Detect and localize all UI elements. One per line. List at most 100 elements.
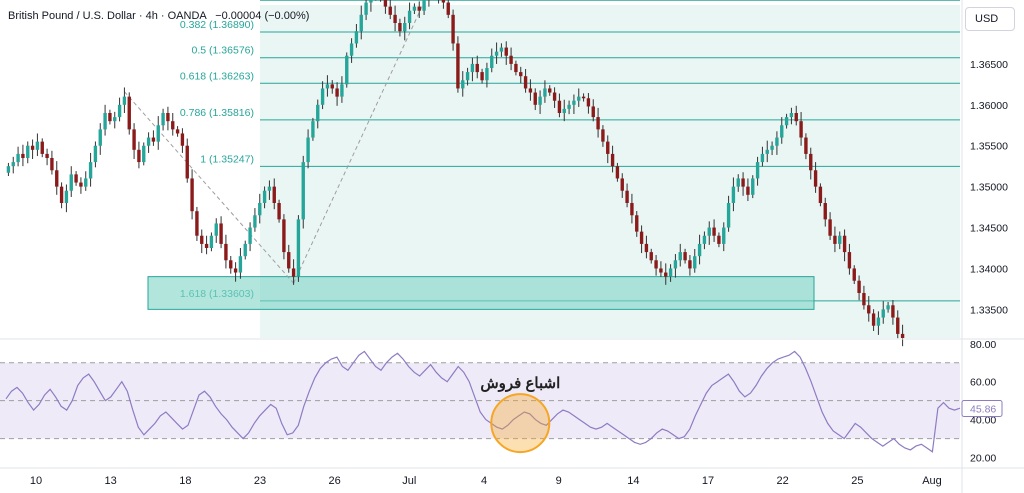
bear-candle	[683, 252, 687, 261]
rsi-tick-label: 60.00	[970, 377, 996, 389]
bear-candle	[190, 178, 194, 212]
bull-candle	[412, 6, 417, 11]
oversold-highlight[interactable]	[490, 393, 551, 454]
bear-candle	[644, 243, 649, 253]
bear-candle	[330, 84, 334, 89]
bear-candle	[552, 92, 557, 101]
bear-candle	[272, 186, 276, 203]
bear-candle	[862, 293, 866, 306]
bear-candle	[195, 211, 199, 236]
bull-candle	[726, 203, 731, 228]
bear-candle	[446, 2, 450, 15]
bull-candle	[262, 190, 267, 203]
bear-candle	[180, 133, 185, 146]
bear-candle	[664, 272, 668, 277]
bull-candle	[325, 84, 330, 89]
rsi-tick-label: 80.00	[970, 339, 996, 351]
time-tick-label: 4	[481, 475, 487, 487]
bear-candle	[635, 215, 639, 232]
bull-candle	[543, 88, 547, 97]
bear-candle	[55, 170, 59, 187]
support-zone[interactable]	[147, 276, 815, 310]
bear-candle	[852, 268, 856, 281]
interval[interactable]: 4h	[145, 10, 158, 22]
bull-candle	[775, 137, 779, 146]
bear-candle	[480, 72, 484, 81]
bull-candle	[146, 137, 151, 146]
bear-candle	[630, 203, 634, 216]
bear-candle	[171, 121, 175, 130]
bear-candle	[688, 260, 692, 269]
bear-candle	[282, 219, 286, 253]
bull-candle	[209, 235, 214, 248]
bull-candle	[562, 108, 566, 113]
price-change: −0.00004 (−0.00%)	[215, 10, 310, 22]
bear-candle	[741, 178, 745, 187]
bear-candle	[649, 252, 653, 261]
bull-candle	[780, 125, 784, 138]
bear-candle	[45, 153, 49, 158]
bull-candle	[765, 149, 769, 154]
bear-candle	[799, 121, 803, 138]
bull-candle	[161, 113, 165, 126]
bull-candle	[770, 145, 774, 150]
bear-candle	[50, 158, 54, 171]
bull-candle	[311, 121, 315, 138]
bull-candle	[84, 178, 88, 187]
bear-candle	[596, 117, 600, 130]
bull-candle	[567, 104, 571, 109]
bear-candle	[277, 203, 281, 220]
bull-candle	[238, 256, 243, 273]
time-tick-label: 23	[254, 475, 266, 487]
bear-candle	[383, 0, 388, 7]
symbol-name[interactable]: British Pound / U.S. Dollar	[8, 10, 136, 22]
bull-candle	[678, 252, 682, 261]
bull-candle	[156, 125, 160, 142]
bull-candle	[755, 162, 760, 179]
data-source: OANDA	[167, 10, 207, 22]
bull-candle	[6, 166, 11, 173]
bear-candle	[620, 178, 624, 191]
bear-candle	[809, 153, 813, 171]
bear-candle	[219, 223, 223, 244]
fib-level-label: 0.382 (1.36890)	[180, 19, 254, 31]
bear-candle	[610, 153, 615, 167]
bear-candle	[30, 145, 35, 150]
fib-level-label: 0.618 (1.36263)	[180, 70, 254, 82]
time-tick-label: 17	[702, 475, 714, 487]
bull-candle	[760, 153, 765, 163]
rsi-line	[5, 350, 961, 453]
bear-candle	[451, 14, 455, 44]
currency-button[interactable]: USD	[965, 7, 1015, 31]
time-tick-label: 10	[30, 475, 42, 487]
time-tick-label: Aug	[922, 475, 942, 487]
bear-candle	[185, 145, 189, 179]
bear-candle	[200, 235, 204, 244]
bear-candle	[504, 47, 508, 56]
price-tick-label: 1.34000	[970, 263, 1008, 275]
bull-candle	[490, 55, 494, 68]
bull-candle	[340, 84, 344, 97]
bear-candle	[166, 113, 170, 122]
bull-candle	[345, 55, 349, 85]
price-tick-label: 1.35000	[970, 182, 1008, 194]
bear-candle	[896, 317, 900, 334]
separator: ·	[138, 10, 146, 22]
bull-candle	[736, 178, 740, 187]
bull-candle	[407, 10, 412, 23]
bear-candle	[615, 166, 620, 179]
time-tick-label: 18	[179, 475, 191, 487]
bull-candle	[886, 305, 890, 310]
bull-candle	[349, 43, 354, 56]
bear-candle	[606, 141, 610, 154]
time-tick-label: 13	[105, 475, 117, 487]
rsi-last-value-badge	[961, 400, 1003, 418]
bull-candle	[142, 145, 146, 163]
bull-candle	[538, 96, 542, 105]
price-tick-label: 1.34500	[970, 223, 1008, 235]
bull-candle	[731, 186, 736, 203]
bull-candle	[403, 23, 407, 32]
bear-candle	[828, 219, 832, 236]
